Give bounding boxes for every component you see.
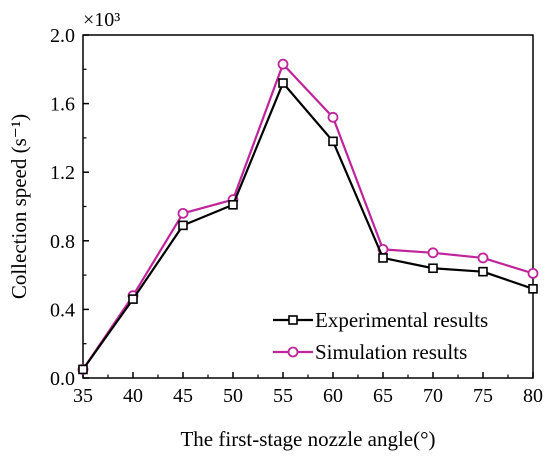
y-tick-label: 1.6 [50,94,75,116]
y-axis-label: Collection speed (s⁻¹) [7,114,31,299]
y-tick-label: 0.0 [50,368,75,390]
x-tick-label: 50 [223,385,243,407]
y-tick-label: 2.0 [50,25,75,47]
x-axis-label: The first-stage nozzle angle(°) [180,427,435,451]
legend-label: Experimental results [315,308,488,332]
data-point [177,207,189,219]
legend: Experimental results Simulation results [273,308,488,364]
data-point [328,136,338,147]
legend-item-experimental-results: Experimental results [273,308,488,332]
x-tick-label: 60 [323,385,343,407]
data-point [228,199,238,210]
data-point [327,111,339,123]
legend-marker [287,346,299,358]
y-axis: 0.0 0.4 0.8 1.2 1.6 2.0 [50,25,89,390]
x-tick-label: 75 [473,385,493,407]
series-line [82,63,534,371]
series-line [82,81,534,371]
data-point [478,266,488,277]
y-multiplier: ×10³ [83,9,120,31]
x-tick-label: 40 [123,385,143,407]
data-point [528,284,538,294]
data-point [128,294,138,304]
legend-marker [288,315,298,325]
data-point [277,58,289,70]
x-tick-label: 45 [173,385,193,407]
data-point [78,364,88,375]
x-tick-label: 65 [373,385,393,407]
data-point [527,267,539,279]
data-point [278,78,288,88]
x-axis: 35 40 45 50 55 60 65 70 75 80 [73,372,543,407]
y-tick-label: 0.8 [50,231,75,253]
legend-label: Simulation results [315,340,467,364]
data-point [427,247,439,259]
x-tick-label: 70 [423,385,443,407]
data-point [477,252,489,264]
y-tick-label: 1.2 [50,162,75,184]
data-point [178,220,188,231]
x-tick-label: 35 [73,385,93,407]
data-point [428,263,438,274]
series-layer [77,58,539,375]
data-point [378,253,388,263]
legend-item-simulation-results: Simulation results [273,340,467,364]
x-tick-label: 55 [273,385,293,407]
y-tick-label: 0.4 [50,299,75,321]
series-experimental-results [78,78,538,375]
x-tick-label: 80 [523,385,543,407]
